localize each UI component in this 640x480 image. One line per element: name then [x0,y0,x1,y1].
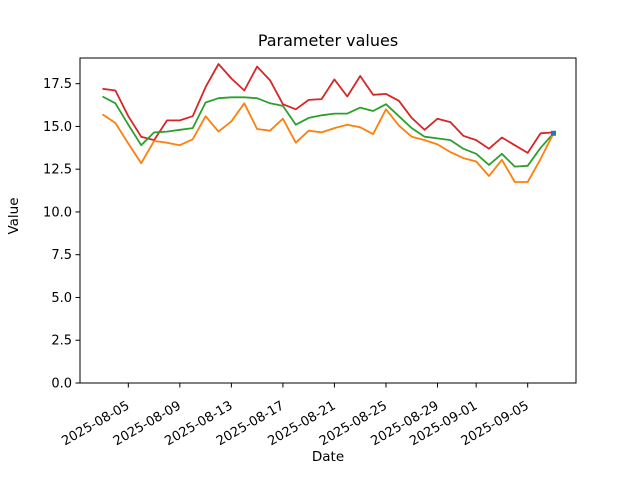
y-tick-label: 15.0 [43,120,72,135]
x-axis-label: Date [312,449,344,465]
end-point-marker [550,130,556,136]
plot-area: 0.02.55.07.510.012.515.017.52025-08-0520… [43,57,577,449]
y-tick-label: 2.5 [51,334,72,349]
axes-frame [79,57,577,384]
series-line-red [102,63,554,154]
chart-title: Parameter values [258,31,398,50]
y-tick-label: 10.0 [43,205,72,220]
y-tick-label: 5.0 [51,291,72,306]
series-line-green [102,95,555,168]
series-line-orange [102,102,555,183]
y-axis-label: Value [6,197,22,234]
y-tick-label: 7.5 [51,248,72,263]
y-tick-label: 12.5 [43,163,72,178]
y-tick-label: 17.5 [43,77,72,92]
y-tick-label: 0.0 [51,377,72,392]
